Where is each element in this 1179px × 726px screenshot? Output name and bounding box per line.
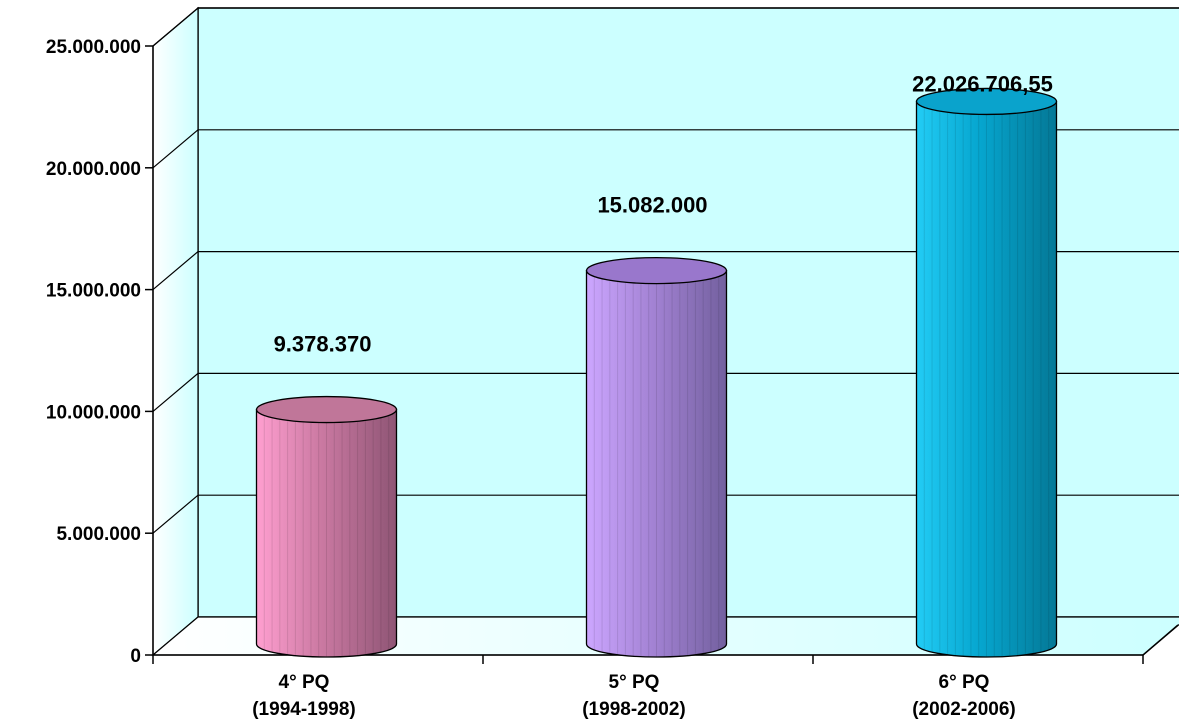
- y-tick-label: 15.000.000: [46, 281, 141, 302]
- bar-body: [585, 269, 728, 658]
- gridline: [152, 494, 1179, 534]
- side-wall: [152, 6, 199, 657]
- bar: [255, 395, 398, 658]
- x-tick-label: 5° PQ (1998-2002): [582, 672, 686, 720]
- bar-top: [255, 395, 398, 424]
- x-tick-label: 6° PQ (2002-2006): [912, 672, 1016, 720]
- gridline: [152, 7, 1179, 47]
- bar-body: [915, 100, 1058, 658]
- y-tick-label: 0: [130, 646, 141, 667]
- y-tick-label: 20.000.000: [46, 159, 141, 180]
- x-tick-label-line: 5° PQ: [609, 672, 660, 693]
- data-label: 9.378.370: [274, 332, 372, 357]
- labels: 0 5.000.000 10.000.000 15.000.000 20.000.000…: [46, 37, 1053, 720]
- gridline: [152, 372, 1179, 412]
- bar-body: [255, 408, 398, 658]
- gridline: [152, 251, 1179, 291]
- x-tick-label-line: 6° PQ: [939, 672, 990, 693]
- y-tick-label: 25.000.000: [46, 37, 141, 58]
- bar: [585, 256, 728, 658]
- bar: [915, 87, 1058, 658]
- x-tick-label-line: (1998-2002): [582, 699, 686, 720]
- bar-top: [915, 87, 1058, 116]
- floor-edge: [1142, 624, 1179, 656]
- data-label: 15.082.000: [597, 193, 707, 218]
- x-tick-label-line: (2002-2006): [912, 699, 1016, 720]
- x-tick-label: 4° PQ (1994-1998): [252, 672, 356, 720]
- x-tick-label-line: 4° PQ: [279, 672, 330, 693]
- data-label: 22.026.706,55: [912, 71, 1053, 96]
- gridlines: [152, 7, 1179, 534]
- y-tick-label: 10.000.000: [46, 402, 141, 423]
- bars: [255, 87, 1058, 658]
- y-tick-label: 5.000.000: [56, 524, 141, 545]
- gridline: [152, 129, 1179, 169]
- bar-top: [585, 256, 728, 285]
- x-tick-label-line: (1994-1998): [252, 699, 356, 720]
